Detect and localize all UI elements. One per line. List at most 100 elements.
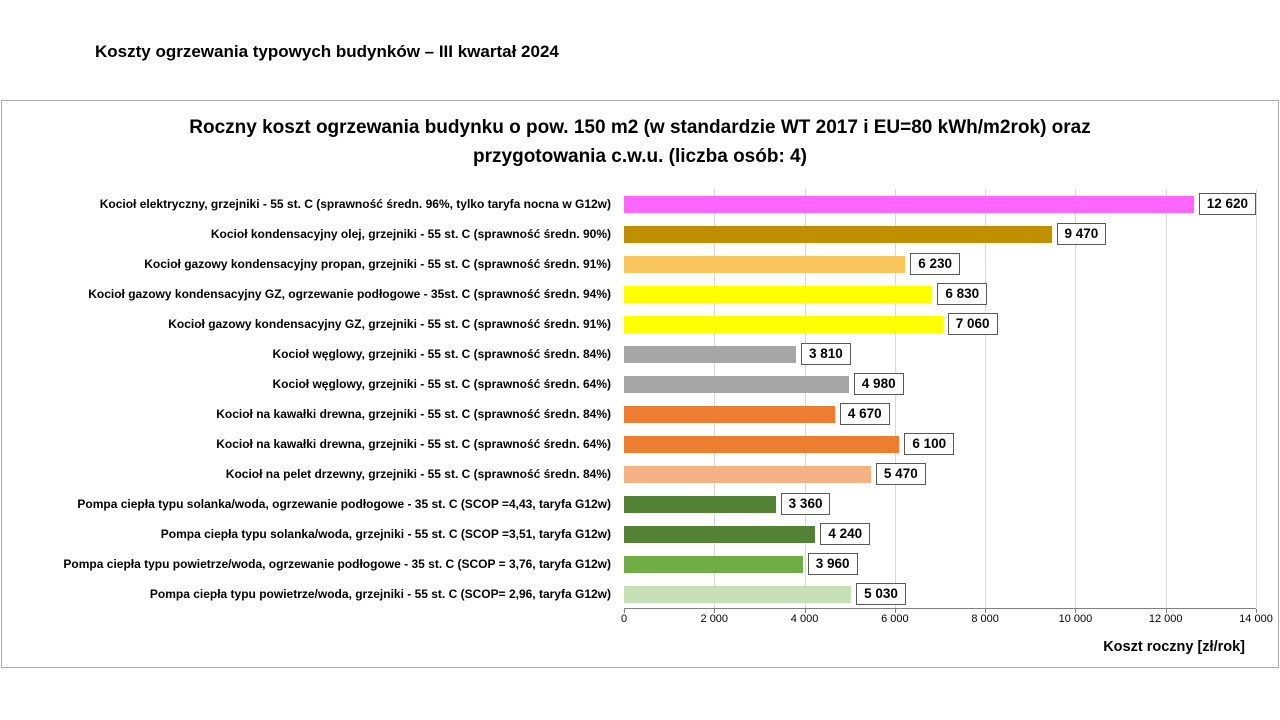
value-label: 3 810	[800, 342, 851, 366]
bar[interactable]	[624, 375, 849, 393]
x-tick-mark	[714, 609, 716, 613]
x-tick-mark	[985, 609, 987, 613]
category-label-text: Kocioł na kawałki drewna, grzejniki - 55…	[216, 437, 611, 451]
bar-track: 7 060	[624, 309, 1256, 339]
x-tick-label: 10 000	[1058, 613, 1093, 625]
value-label: 3 960	[807, 552, 858, 576]
gridline	[985, 189, 987, 608]
category-label: Kocioł na kawałki drewna, grzejniki - 55…	[2, 407, 624, 421]
bar-track: 5 470	[624, 459, 1256, 489]
value-label: 6 830	[937, 282, 988, 306]
category-label: Kocioł na kawałki drewna, grzejniki - 55…	[2, 437, 624, 451]
bar[interactable]	[624, 435, 900, 453]
bar-row: Kocioł węglowy, grzejniki - 55 st. C (sp…	[2, 369, 1278, 399]
category-label-text: Kocioł kondensacyjny olej, grzejniki - 5…	[210, 227, 611, 241]
category-label: Kocioł elektryczny, grzejniki - 55 st. C…	[2, 197, 624, 211]
category-label-text: Pompa ciepła typu powietrze/woda, ogrzew…	[63, 557, 611, 571]
bar[interactable]	[624, 285, 933, 303]
bar[interactable]	[624, 225, 1052, 243]
category-label: Kocioł kondensacyjny olej, grzejniki - 5…	[2, 227, 624, 241]
bar-track: 3 360	[624, 489, 1256, 519]
x-tick-mark	[1075, 609, 1077, 613]
bar-track: 9 470	[624, 219, 1256, 249]
value-label: 5 470	[875, 462, 926, 486]
bar-track: 5 030	[624, 579, 1256, 609]
bar[interactable]	[624, 405, 835, 423]
bar-track: 3 960	[624, 549, 1256, 579]
value-label: 4 670	[839, 402, 890, 426]
category-label-text: Kocioł węglowy, grzejniki - 55 st. C (sp…	[272, 347, 611, 361]
bar-row: Pompa ciepła typu powietrze/woda, grzejn…	[2, 579, 1278, 609]
gridline	[1165, 189, 1167, 608]
bar-row: Kocioł kondensacyjny olej, grzejniki - 5…	[2, 219, 1278, 249]
chart-title: Roczny koszt ogrzewania budynku o pow. 1…	[2, 113, 1278, 171]
bar[interactable]	[624, 525, 816, 543]
bar[interactable]	[624, 465, 871, 483]
bar[interactable]	[624, 255, 906, 273]
page-title: Koszty ogrzewania typowych budynków – II…	[95, 42, 559, 61]
bar-rows: Kocioł elektryczny, grzejniki - 55 st. C…	[2, 189, 1278, 609]
category-label-text: Kocioł elektryczny, grzejniki - 55 st. C…	[99, 197, 611, 211]
x-tick-label: 6 000	[881, 613, 909, 625]
x-axis-title: Koszt roczny [zł/rok]	[1103, 639, 1245, 655]
category-label-text: Kocioł gazowy kondensacyjny GZ, ogrzewan…	[88, 287, 611, 301]
category-label: Kocioł gazowy kondensacyjny propan, grze…	[2, 257, 624, 271]
bar-track: 4 240	[624, 519, 1256, 549]
category-label: Kocioł węglowy, grzejniki - 55 st. C (sp…	[2, 347, 624, 361]
x-tick-label: 8 000	[971, 613, 999, 625]
bar-track: 4 670	[624, 399, 1256, 429]
category-label: Kocioł węglowy, grzejniki - 55 st. C (sp…	[2, 377, 624, 391]
bar-row: Kocioł elektryczny, grzejniki - 55 st. C…	[2, 189, 1278, 219]
value-label: 9 470	[1056, 222, 1107, 246]
value-label: 4 240	[820, 522, 871, 546]
bar[interactable]	[624, 555, 803, 573]
category-label-text: Kocioł węglowy, grzejniki - 55 st. C (sp…	[272, 377, 611, 391]
category-label-text: Pompa ciepła typu solanka/woda, grzejnik…	[160, 527, 611, 541]
category-label-text: Kocioł na pelet drzewny, grzejniki - 55 …	[225, 467, 611, 481]
value-label: 3 360	[780, 492, 831, 516]
bar-track: 4 980	[624, 369, 1256, 399]
x-tick-label: 14 000	[1239, 613, 1273, 625]
category-label: Pompa ciepła typu powietrze/woda, ogrzew…	[2, 557, 624, 571]
x-tick-row: 0 2 000 4 000 6 000 8 000 10 000 12 000 14 000	[620, 613, 1273, 627]
bar-track: 6 830	[624, 279, 1256, 309]
bar-row: Kocioł węglowy, grzejniki - 55 st. C (sp…	[2, 339, 1278, 369]
bar-row: Kocioł na kawałki drewna, grzejniki - 55…	[2, 429, 1278, 459]
x-tick-label: 12 000	[1148, 613, 1183, 625]
value-label: 5 030	[856, 582, 906, 606]
value-label: 6 230	[910, 252, 961, 276]
plot-area: Kocioł elektryczny, grzejniki - 55 st. C…	[2, 189, 1278, 613]
gridline	[714, 189, 716, 608]
bar-track: 6 100	[624, 429, 1256, 459]
category-label: Pompa ciepła typu powietrze/woda, grzejn…	[2, 587, 624, 601]
bar[interactable]	[624, 585, 852, 603]
gridline	[1256, 189, 1257, 608]
chart-title-line-1: Roczny koszt ogrzewania budynku o pow. 1…	[189, 117, 1091, 138]
category-label: Kocioł na pelet drzewny, grzejniki - 55 …	[2, 467, 624, 481]
x-tick-label: 0	[620, 613, 628, 625]
value-label: 4 980	[853, 372, 904, 396]
gridline-layer	[624, 189, 1257, 613]
bar-row: Pompa ciepła typu powietrze/woda, ogrzew…	[2, 549, 1278, 579]
x-tick-label: 2 000	[700, 613, 729, 625]
bar-track: 12 620	[624, 189, 1256, 219]
value-label: 6 100	[904, 432, 955, 456]
value-label: 7 060	[947, 312, 998, 336]
x-tick-mark	[624, 609, 625, 613]
bar-row: Kocioł gazowy kondensacyjny GZ, ogrzewan…	[2, 279, 1278, 309]
x-tick-mark	[894, 609, 896, 613]
chart-title-line-2: przygotowania c.w.u. (liczba osób: 4)	[473, 146, 807, 167]
bar[interactable]	[624, 315, 943, 333]
chart-frame: Roczny koszt ogrzewania budynku o pow. 1…	[1, 100, 1279, 668]
bar-row: Kocioł gazowy kondensacyjny GZ, grzejnik…	[2, 309, 1278, 339]
bar[interactable]	[624, 345, 796, 363]
category-label-text: Kocioł gazowy kondensacyjny GZ, grzejnik…	[168, 317, 611, 331]
category-label: Kocioł gazowy kondensacyjny GZ, ogrzewan…	[2, 287, 624, 301]
category-label: Pompa ciepła typu solanka/woda, ogrzewan…	[2, 497, 624, 511]
x-tick-mark	[1165, 609, 1167, 613]
bar-row: Pompa ciepła typu solanka/woda, grzejnik…	[2, 519, 1278, 549]
bar[interactable]	[624, 195, 1194, 213]
category-label-text: Pompa ciepła typu powietrze/woda, grzejn…	[149, 587, 611, 601]
category-label-text: Pompa ciepła typu solanka/woda, ogrzewan…	[77, 497, 611, 511]
bar[interactable]	[624, 495, 776, 513]
